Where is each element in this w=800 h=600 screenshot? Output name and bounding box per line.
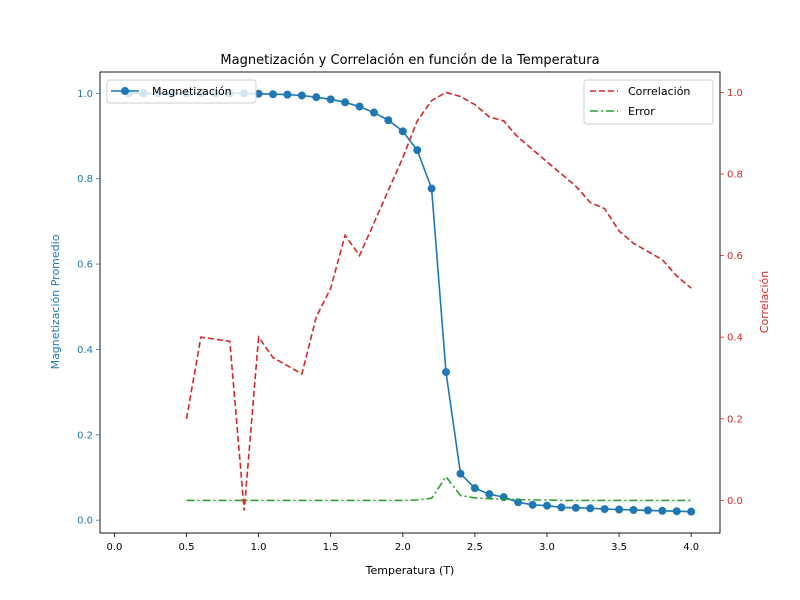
magnetization-point: [384, 116, 393, 125]
magnetization-point: [326, 95, 335, 104]
y-left-tick-label: 1.0: [77, 89, 93, 100]
magnetization-point: [629, 505, 638, 514]
magnetization-point: [557, 503, 566, 512]
y-right-tick-label: 0.0: [727, 496, 743, 507]
magnetization-point: [571, 503, 580, 512]
x-tick-label: 1.5: [323, 542, 339, 553]
x-tick-label: 1.0: [251, 542, 267, 553]
legend-magnetization-marker: [121, 87, 129, 95]
magnetization-point: [341, 98, 350, 107]
magnetization-point: [312, 93, 321, 102]
y-left-tick-label: 0.6: [77, 260, 93, 271]
legend-right-box: [583, 79, 714, 125]
magnetization-point: [542, 501, 551, 510]
y-right-tick-label: 0.2: [727, 414, 743, 425]
x-tick-label: 2.5: [467, 542, 483, 553]
magnetization-point: [355, 102, 364, 111]
chart-title: Magnetización y Correlación en función d…: [220, 53, 599, 68]
magnetization-point: [442, 368, 451, 377]
magnetization-point: [427, 184, 436, 193]
y-axis-right-label: Correlación: [758, 271, 771, 333]
magnetization-point: [586, 504, 595, 513]
magnetization-point: [528, 500, 537, 509]
y-left-tick-label: 0.4: [77, 345, 93, 356]
magnetization-point: [643, 506, 652, 515]
magnetization-point: [254, 89, 263, 98]
legend-error-label: Error: [628, 105, 655, 118]
axes-frame: [99, 71, 721, 534]
axes: 0.0 0.5 1.0 1.5 2.0 2.5 3.0 3.5 4.0 0.0 0.2 0.4 0.6 0…: [77, 88, 743, 553]
magnetization-point: [283, 90, 292, 99]
magnetization-point: [398, 127, 407, 136]
magnetization-point: [456, 469, 465, 478]
x-tick-label: 3.5: [611, 542, 627, 553]
magnetization-point: [269, 90, 278, 99]
magnetization-point: [672, 507, 681, 516]
y-right-tick-label: 0.6: [727, 251, 743, 262]
magnetization-point: [600, 505, 609, 514]
magnetization-point: [485, 490, 494, 499]
y-left-tick-label: 0.2: [77, 430, 93, 441]
magnetization-point: [369, 108, 378, 117]
y-right-tick-label: 1.0: [727, 88, 743, 99]
magnetization-point: [470, 484, 479, 493]
y-axis-left-label: Magnetización Promedio: [49, 234, 62, 369]
y-left-tick-label: 0.0: [77, 516, 93, 527]
legend-correlation-label: Correlación: [628, 85, 690, 98]
magnetization-point: [413, 146, 422, 155]
y-right-tick-label: 0.4: [727, 333, 743, 344]
error-line: [186, 475, 692, 502]
x-tick-label: 3.0: [539, 542, 555, 553]
x-axis-label: Temperatura (T): [365, 564, 455, 577]
legend-right: Correlación Error: [583, 79, 714, 125]
correlation-line: [185, 91, 692, 511]
legend-left: Magnetización: [106, 79, 257, 104]
magnetization-point: [658, 506, 667, 515]
magnetization-point: [615, 505, 624, 514]
legend-left-box: [106, 79, 257, 104]
legend-magnetization-label: Magnetización: [152, 85, 232, 98]
x-tick-label: 0.0: [106, 542, 122, 553]
y-left-tick-label: 0.8: [77, 174, 93, 185]
magnetization-point: [687, 507, 696, 516]
magnetization-point: [297, 91, 306, 100]
x-tick-label: 2.0: [395, 542, 411, 553]
x-tick-label: 4.0: [683, 542, 699, 553]
x-tick-label: 0.5: [179, 542, 195, 553]
y-right-tick-label: 0.8: [727, 169, 743, 180]
